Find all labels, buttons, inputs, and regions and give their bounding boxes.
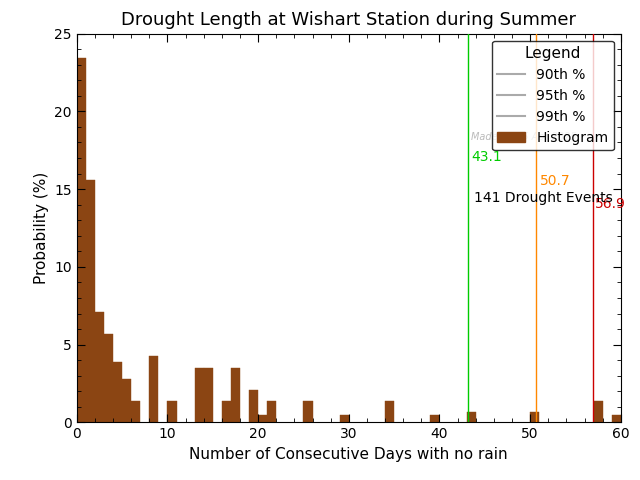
Bar (430, 415, 440, 422)
Bar (95, 312, 104, 422)
Text: 43.1: 43.1 (471, 150, 502, 164)
Text: 50.7: 50.7 (540, 174, 571, 188)
Bar (86, 180, 95, 422)
Bar (195, 368, 204, 422)
Bar (231, 368, 240, 422)
Legend: 90th %, 95th %, 99th %, Histogram: 90th %, 95th %, 99th %, Histogram (492, 40, 614, 150)
Text: 56.9: 56.9 (595, 197, 627, 211)
Bar (303, 401, 312, 422)
Bar (612, 415, 621, 422)
Bar (222, 401, 231, 422)
Bar (530, 411, 540, 422)
Title: Drought Length at Wishart Station during Summer: Drought Length at Wishart Station during… (122, 11, 576, 29)
Text: Made on 25 Apr 2025: Made on 25 Apr 2025 (471, 132, 577, 143)
Bar (593, 401, 603, 422)
Bar (131, 401, 140, 422)
Bar (149, 356, 158, 422)
Bar (168, 401, 177, 422)
Y-axis label: Probability (%): Probability (%) (34, 172, 49, 284)
Bar (77, 59, 86, 422)
Bar (258, 415, 268, 422)
Bar (340, 415, 349, 422)
Bar (268, 401, 276, 422)
Bar (122, 379, 131, 422)
Bar (204, 368, 212, 422)
Bar (385, 401, 394, 422)
Bar (113, 362, 122, 422)
Bar (249, 390, 258, 422)
Text: 141 Drought Events: 141 Drought Events (474, 191, 612, 205)
X-axis label: Number of Consecutive Days with no rain: Number of Consecutive Days with no rain (189, 447, 508, 462)
Bar (104, 334, 113, 422)
Bar (467, 411, 476, 422)
